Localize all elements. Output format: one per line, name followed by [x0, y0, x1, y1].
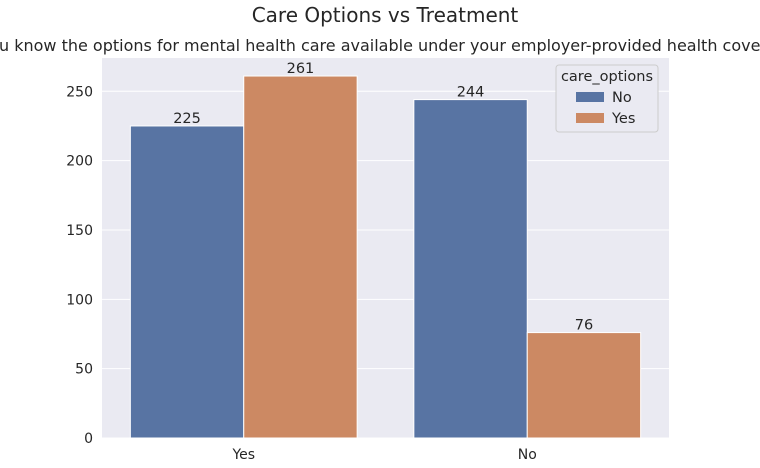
chart-title: Care Options vs Treatment: [252, 3, 519, 27]
x-tick-label: Yes: [231, 447, 255, 463]
data-label: 261: [287, 61, 315, 77]
bar-no-yes: [526, 332, 642, 439]
legend-title: care_options: [561, 69, 653, 85]
data-label: 76: [575, 318, 593, 334]
chart-subtitle: do you know the options for mental healt…: [0, 36, 760, 55]
legend-swatch-yes: [576, 113, 604, 123]
legend-swatch-no: [576, 92, 604, 102]
y-tick-labels: 0 50 100 150 200 250: [66, 84, 93, 447]
data-label: 244: [457, 85, 485, 101]
y-tick-label: 100: [66, 292, 93, 308]
bar-no-no: [413, 99, 528, 439]
y-tick-label: 200: [66, 154, 93, 170]
legend-label-no: No: [612, 90, 632, 106]
data-labels: 225 261 244 76: [173, 61, 593, 334]
bar-yes-no: [129, 125, 245, 439]
y-tick-label: 50: [75, 362, 93, 378]
data-label: 225: [173, 111, 201, 127]
x-tick-label: No: [518, 447, 537, 463]
bars: [129, 75, 642, 439]
y-tick-label: 150: [66, 223, 93, 239]
legend: care_options No Yes: [555, 64, 659, 133]
legend-label-yes: Yes: [611, 111, 635, 127]
x-tick-labels: Yes No: [231, 447, 536, 463]
bar-yes-yes: [243, 75, 358, 439]
y-tick-label: 0: [84, 431, 93, 447]
y-tick-label: 250: [66, 84, 93, 100]
